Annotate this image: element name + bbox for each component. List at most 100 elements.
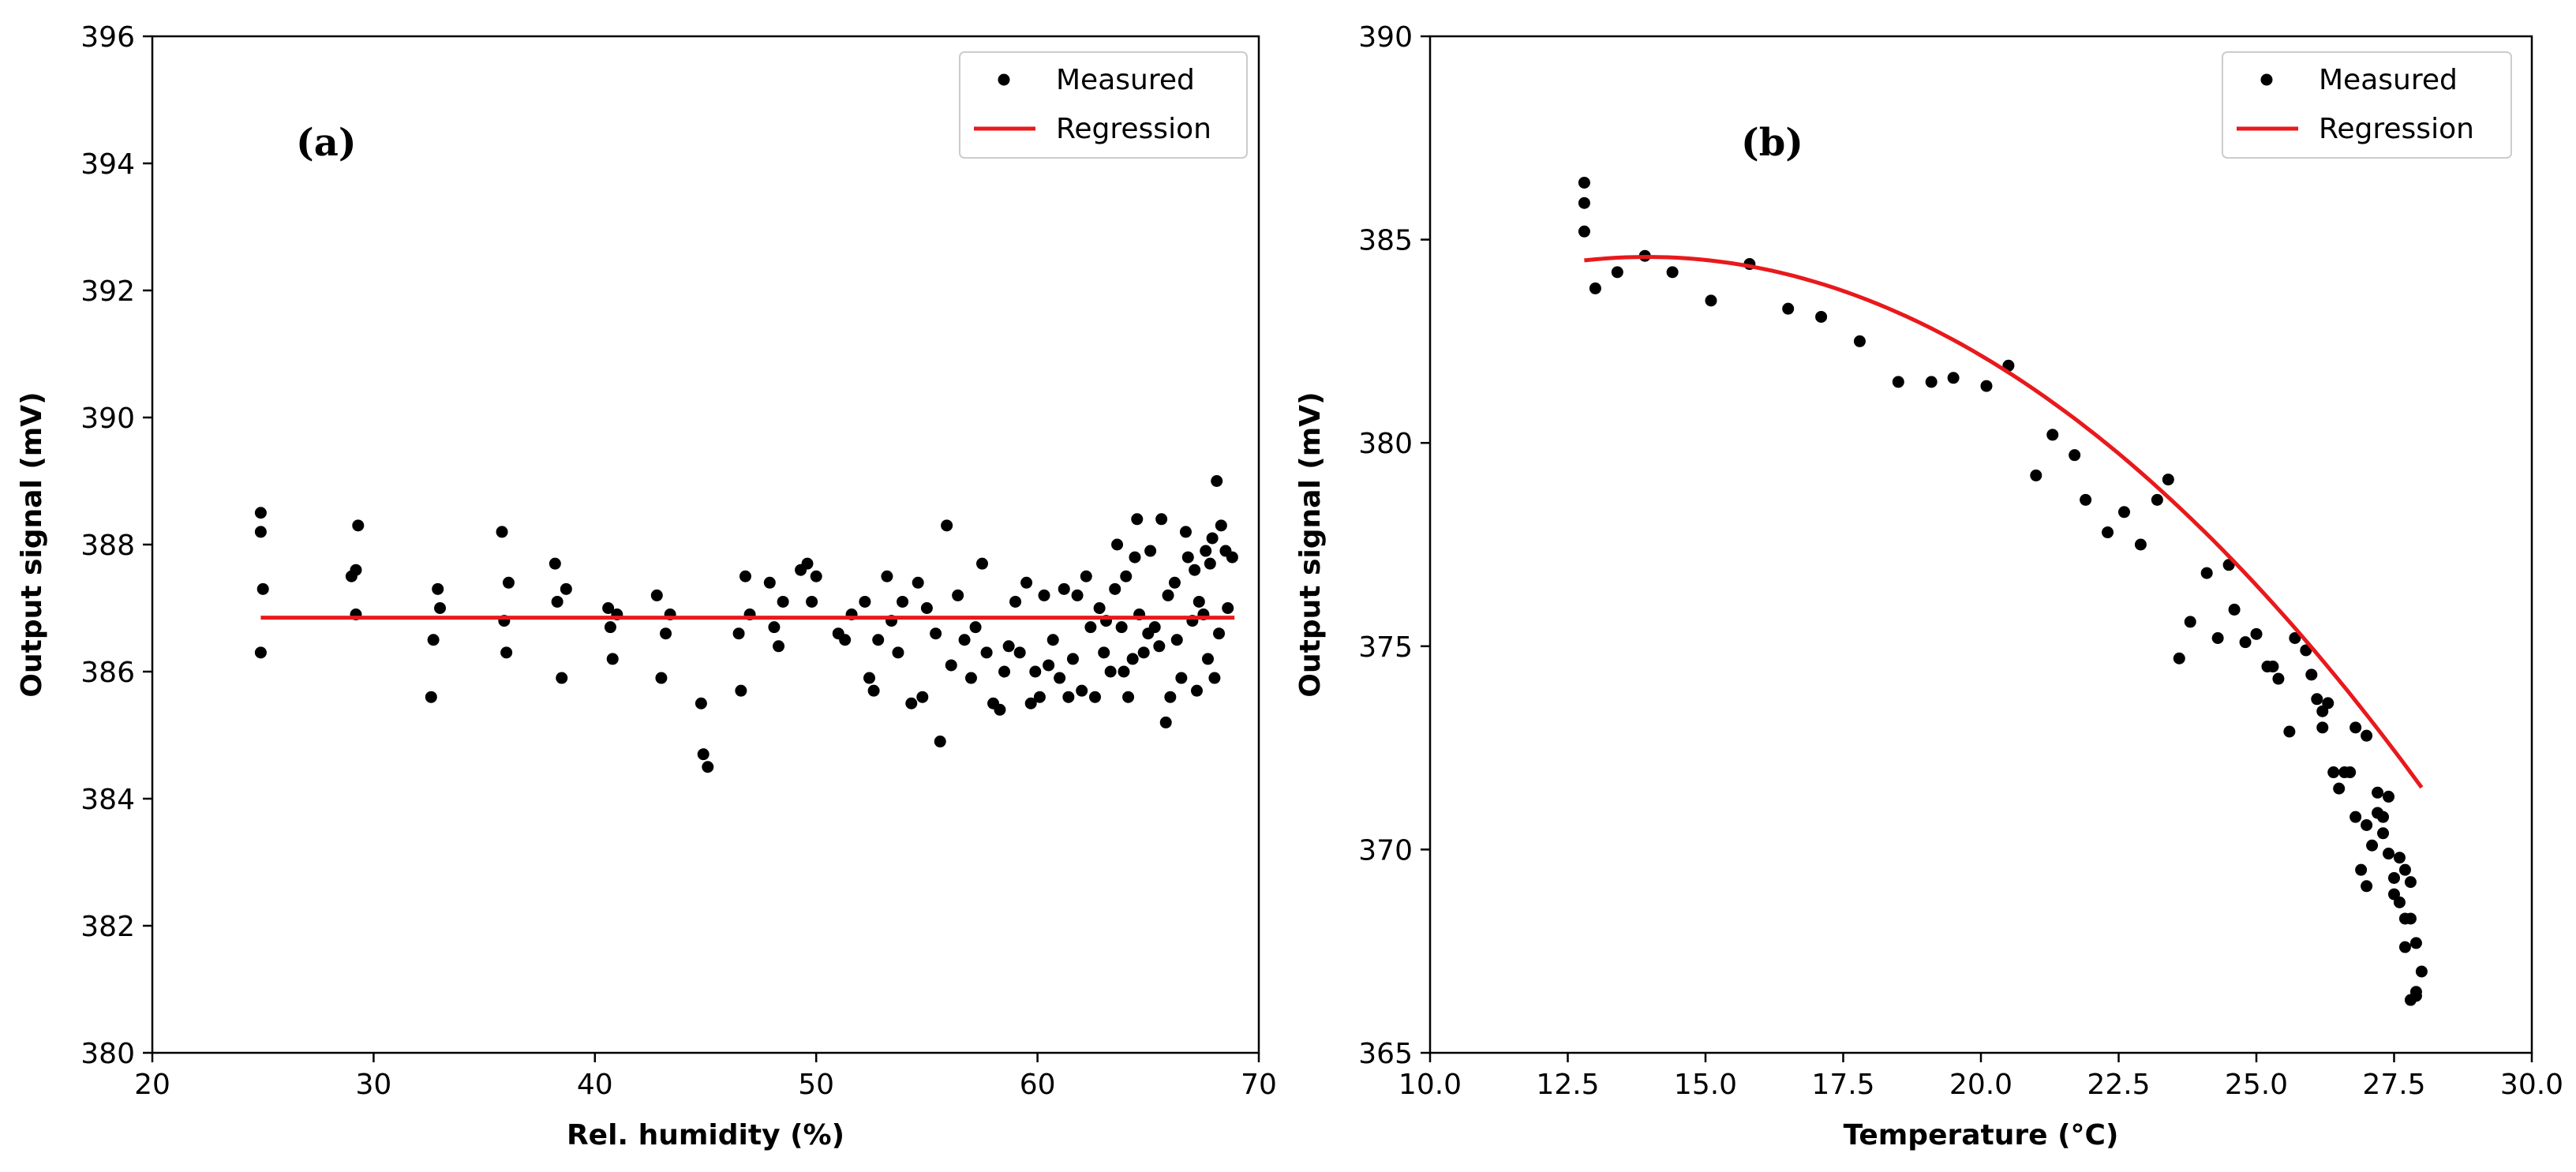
panel-a-measured-point: [352, 519, 365, 532]
panel-a-measured-point: [941, 519, 953, 532]
panel-a-x-tick-label: 60: [1020, 1069, 1056, 1101]
panel-b-legend-box: [2222, 51, 2512, 159]
panel-a-x-tick-label: 70: [1241, 1069, 1277, 1101]
panel-a-y-tick-label: 394: [80, 148, 135, 181]
panel-a-measured-point: [350, 564, 362, 576]
panel-a-measured-point: [980, 646, 993, 659]
panel-b-y-tick-label: 365: [1358, 1038, 1413, 1070]
panel-a-measured-point: [1066, 653, 1079, 665]
panel-a-measured-point: [1200, 545, 1212, 557]
panel-a-measured-point: [1162, 589, 1174, 601]
panel-a-axes-frame: [151, 35, 1260, 1054]
panel-b-x-tick-label: 12.5: [1536, 1069, 1599, 1101]
panel-a-measured-point: [1109, 582, 1121, 595]
panel-a-panel-label: (a): [296, 121, 357, 165]
panel-a-measured-point: [427, 634, 440, 646]
panel-a-measured-point: [254, 507, 267, 519]
panel-a-measured-point: [897, 595, 909, 608]
panel-a-measured-point: [551, 595, 564, 608]
panel-a-legend-label-measured: Measured: [1056, 64, 1195, 96]
panel-b-legend-label-regression: Regression: [2319, 113, 2474, 145]
panel-a-y-tick-label: 396: [80, 21, 135, 54]
panel-a-measured-point: [1168, 576, 1181, 589]
panel-a-measured-point: [606, 653, 619, 665]
panel-a-measured-point: [1208, 672, 1221, 684]
panel-b-legend-label-measured: Measured: [2319, 64, 2458, 96]
panel-b-measured-point: [2305, 668, 2318, 681]
panel-b-measured-point: [1782, 302, 1795, 315]
panel-a-measured-point: [650, 589, 663, 601]
panel-a-x-axis-label: Rel. humidity (%): [567, 1119, 844, 1151]
panel-b-measured-point: [2393, 896, 2406, 908]
panel-a-x-tick-label: 40: [577, 1069, 613, 1101]
panel-b-measured-point: [2173, 652, 2185, 665]
panel-a-measured-point: [1222, 602, 1234, 614]
panel-b-measured-point: [1947, 372, 1960, 384]
panel-b-measured-point: [1589, 282, 1601, 294]
panel-b-chart: 10.0 12.5 15.0 17.5 20.0 22.5 25.0 27.5 30.0 365 3…: [1294, 21, 2563, 1151]
panel-b-measured-point: [2080, 493, 2092, 506]
panel-b-measured-point: [2250, 627, 2263, 640]
panel-a-measured-point: [1211, 475, 1223, 487]
panel-b-measured-point: [1578, 225, 1590, 238]
panel-b-measured-point: [2283, 725, 2296, 738]
panel-b-measured-point: [2404, 912, 2417, 925]
panel-b-regression-line: [1584, 254, 2424, 789]
panel-b-measured-point: [2349, 721, 2362, 734]
panel-a-measured-point: [1175, 672, 1188, 684]
panel-b-measured-point: [2383, 848, 2395, 860]
panel-b-measured-point: [2184, 616, 2196, 628]
panel-a-measured-point: [1159, 716, 1172, 728]
panel-b-measured-point: [2361, 880, 2373, 893]
panel-a-measured-point: [892, 646, 904, 659]
panel-b-measured-point: [2239, 636, 2252, 649]
panel-a-measured-point: [1213, 627, 1226, 640]
panel-a-measured-point: [945, 659, 957, 672]
panel-a-measured-point: [806, 595, 818, 608]
panel-b-x-axis-label: Temperature (°C): [1844, 1119, 2119, 1151]
panel-b-measured-point: [2409, 990, 2422, 1002]
panel-b-measured-point: [2388, 871, 2400, 884]
panel-b-measured-point: [2069, 449, 2081, 462]
panel-b-measured-point: [2377, 811, 2390, 823]
panel-a-measured-point: [560, 582, 572, 595]
panel-a-measured-point: [1058, 582, 1070, 595]
panel-a-measured-point: [1189, 564, 1201, 576]
panel-b-measured-point: [2366, 839, 2379, 852]
panel-a-measured-point: [998, 665, 1011, 678]
panel-a-x-tick-label: 30: [355, 1069, 391, 1101]
panel-b-measured-point: [1815, 310, 1828, 323]
panel-a-measured-point: [881, 570, 893, 582]
panel-a-measured-point: [425, 691, 437, 703]
panel-a-y-tick-label: 382: [80, 911, 135, 943]
panel-b-y-tick-label: 380: [1358, 428, 1413, 460]
panel-b-measured-point: [2398, 863, 2411, 876]
panel-b-measured-point: [2344, 766, 2357, 779]
panel-a-measured-point: [1080, 570, 1092, 582]
panel-a-measured-point: [958, 634, 971, 646]
panel-a-measured-point: [1226, 551, 1238, 564]
panel-b-measured-point: [2117, 506, 2130, 519]
panel-b-measured-point: [1705, 294, 1717, 307]
panel-b-measured-point: [2322, 697, 2334, 710]
panel-a-y-tick-label: 386: [80, 657, 135, 689]
panel-a-measured-point: [602, 602, 615, 614]
panel-a-measured-point: [859, 595, 871, 608]
panel-a-measured-point: [1190, 684, 1203, 697]
panel-a-measured-point: [1009, 595, 1022, 608]
panel-a-measured-point: [916, 691, 929, 703]
panel-a-measured-point: [735, 684, 747, 697]
panel-b-measured-point: [1892, 376, 1904, 388]
panel-a-measured-point: [1020, 576, 1033, 589]
panel-b-measured-point: [2415, 965, 2428, 978]
panel-a-measured-point: [976, 557, 988, 570]
panel-b-measured-point: [2327, 766, 2340, 779]
panel-a-measured-point: [1071, 589, 1084, 601]
panel-a-measured-point: [934, 736, 946, 748]
panel-a-measured-point: [1038, 589, 1050, 601]
panel-b-measured-point: [2393, 852, 2406, 864]
panel-a-measured-point: [867, 684, 880, 697]
panel-b-measured-point: [2311, 693, 2323, 706]
panel-a-measured-point: [863, 672, 875, 684]
panel-a-measured-point: [777, 595, 789, 608]
